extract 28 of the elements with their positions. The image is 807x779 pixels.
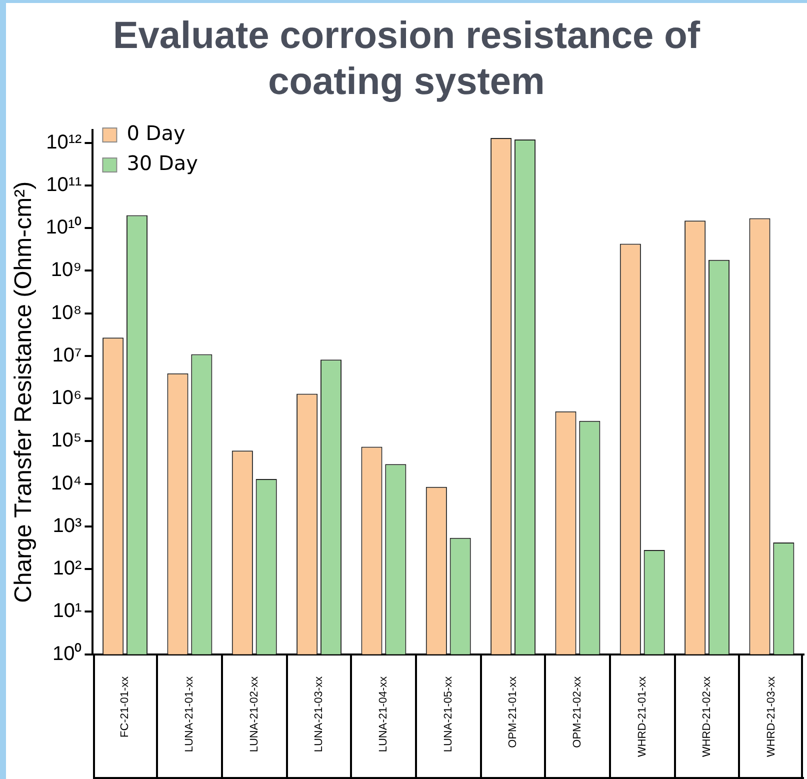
x-tick-label: WHRD-21-03-xx: [766, 676, 778, 758]
x-tick-label: LUNA-21-01-xx: [184, 676, 196, 752]
legend-label: 30 Day: [126, 151, 198, 176]
y-tick-label: 10⁷: [52, 344, 82, 366]
x-tick-label: LUNA-21-03-xx: [313, 676, 326, 752]
y-axis-title: Charge Transfer Resistance (Ohm-cm²): [10, 181, 38, 603]
y-tick-label: 10¹: [52, 600, 82, 622]
x-tick-label: LUNA-21-02-xx: [248, 676, 260, 752]
y-tick-label: 10⁴: [50, 472, 82, 494]
y-tick-label: 10⁰: [52, 642, 82, 665]
y-tick-label: 10³: [52, 514, 82, 537]
x-tick-label: LUNA-21-05-xx: [442, 676, 454, 752]
y-tick-label: 10⁵: [51, 430, 82, 452]
x-tick-label: FC-21-01-xx: [119, 676, 132, 738]
y-tick-label: 10¹⁰: [46, 216, 82, 239]
x-tick-label: OPM-21-01-xx: [507, 676, 520, 748]
y-tick-label: 10¹¹: [46, 174, 82, 196]
x-tick-label: LUNA-21-04-xx: [378, 676, 390, 752]
y-tick-label: 10²: [52, 558, 82, 580]
y-tick-label: 10¹²: [46, 131, 82, 154]
y-tick-label: 10⁹: [50, 259, 82, 282]
x-tick-label: WHRD-21-01-xx: [636, 676, 648, 758]
chart-title: Evaluate corrosion resistance of coating system: [112, 14, 702, 105]
y-tick-label: 10⁶: [51, 387, 82, 410]
x-tick-label: WHRD-21-02-xx: [701, 676, 714, 758]
y-tick-label: 10⁸: [51, 302, 82, 324]
x-tick-label: OPM-21-02-xx: [572, 676, 584, 748]
legend-label: 0 Day: [126, 121, 186, 146]
